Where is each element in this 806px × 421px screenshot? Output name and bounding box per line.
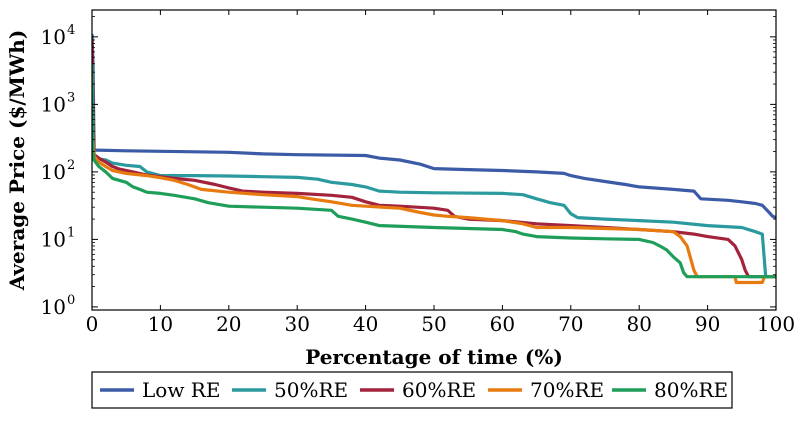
series-lines [92,34,776,285]
legend-label-4: 80%RE [654,378,728,402]
y-tick-label: 10 [41,227,66,251]
x-tick-label: 90 [695,312,720,336]
y-tick-label: 10 [41,92,66,116]
series-line-1 [92,151,776,279]
legend-label-3: 70%RE [530,378,604,402]
x-tick-label: 10 [148,312,173,336]
series-line-3 [92,72,776,285]
y-tick-exponent: 2 [67,158,75,173]
x-tick-label: 30 [284,312,309,336]
x-tick-label: 50 [421,312,446,336]
series-line-4 [92,63,776,279]
y-tick-exponent: 0 [67,293,75,308]
x-tick-label: 80 [626,312,651,336]
y-tick-exponent: 3 [67,90,75,105]
y-tick-label: 10 [41,25,66,49]
y-axis-title: Average Price ($/MWh) [5,30,29,292]
y-tick-label: 10 [41,295,66,319]
legend-label-2: 60%RE [402,378,476,402]
x-tick-label: 70 [558,312,583,336]
x-tick-label: 40 [353,312,378,336]
y-tick-exponent: 4 [67,23,75,38]
x-tick-label: 20 [216,312,241,336]
series-line-2 [92,39,776,279]
x-tick-label: 100 [757,312,795,336]
legend: Low RE 50%RE 60%RE 70%RE 80%RE [91,371,733,409]
x-axis-title: Percentage of time (%) [305,345,563,369]
y-tick-label: 10 [41,160,66,184]
x-tick-label: 0 [86,312,99,336]
legend-label-1: 50%RE [274,378,348,402]
plot-frame [91,9,777,311]
series-line-0 [92,34,776,220]
y-tick-exponent: 1 [67,225,75,240]
x-tick-label: 60 [490,312,515,336]
legend-label-0: Low RE [142,378,220,402]
